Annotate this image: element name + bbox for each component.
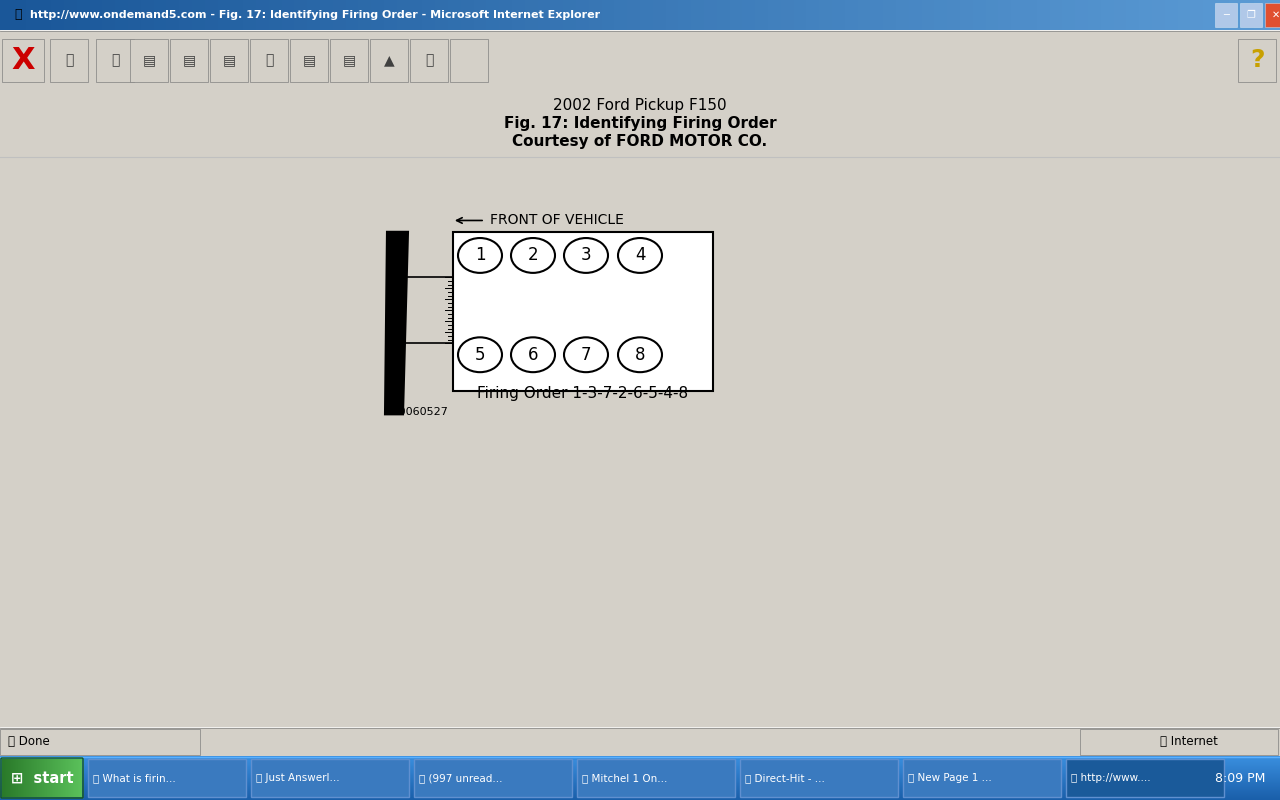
Text: ─: ─ xyxy=(1224,10,1229,20)
Bar xyxy=(210,38,248,82)
Bar xyxy=(1215,3,1236,26)
Bar xyxy=(96,38,134,82)
Text: G00060527: G00060527 xyxy=(383,407,448,418)
Text: 🌐: 🌐 xyxy=(14,8,22,22)
Text: 5: 5 xyxy=(475,346,485,364)
Bar xyxy=(410,38,448,82)
Text: 🌐 Done: 🌐 Done xyxy=(8,734,50,748)
Text: 🌐 Just Answerl...: 🌐 Just Answerl... xyxy=(256,773,339,783)
Text: 🌐 What is firin...: 🌐 What is firin... xyxy=(93,773,175,783)
Circle shape xyxy=(511,238,556,273)
Text: 🌐 Mitchel 1 On...: 🌐 Mitchel 1 On... xyxy=(582,773,667,783)
Text: ⊞  start: ⊞ start xyxy=(10,770,73,786)
Text: 🌐 (997 unread...: 🌐 (997 unread... xyxy=(419,773,503,783)
Circle shape xyxy=(458,238,502,273)
Text: 🌐 Internet: 🌐 Internet xyxy=(1160,734,1217,748)
Text: 1: 1 xyxy=(475,246,485,265)
Text: 6: 6 xyxy=(527,346,539,364)
Bar xyxy=(50,38,88,82)
Text: ▲: ▲ xyxy=(384,54,394,67)
Circle shape xyxy=(458,338,502,372)
Text: ❐: ❐ xyxy=(1247,10,1256,20)
Text: 2002 Ford Pickup F150: 2002 Ford Pickup F150 xyxy=(553,98,727,113)
FancyBboxPatch shape xyxy=(413,759,572,797)
Text: 🔍: 🔍 xyxy=(265,54,273,67)
Text: ▤: ▤ xyxy=(183,54,196,67)
Bar xyxy=(453,232,713,390)
Text: 🖨: 🖨 xyxy=(425,54,433,67)
Bar xyxy=(1238,38,1276,82)
Text: ▤: ▤ xyxy=(223,54,236,67)
Bar xyxy=(1080,730,1277,755)
Text: FRONT OF VEHICLE: FRONT OF VEHICLE xyxy=(490,214,623,227)
Bar xyxy=(131,38,168,82)
Circle shape xyxy=(618,238,662,273)
FancyBboxPatch shape xyxy=(902,759,1061,797)
Text: 🌐 New Page 1 ...: 🌐 New Page 1 ... xyxy=(908,773,992,783)
Bar xyxy=(0,730,200,755)
Text: 🔍: 🔍 xyxy=(111,54,119,67)
Text: 3: 3 xyxy=(581,246,591,265)
Text: ✕: ✕ xyxy=(1272,10,1280,20)
Bar xyxy=(330,38,369,82)
Bar xyxy=(291,38,328,82)
Text: 2: 2 xyxy=(527,246,539,265)
Bar xyxy=(1240,3,1262,26)
Bar xyxy=(451,38,488,82)
Text: X: X xyxy=(12,46,35,75)
FancyBboxPatch shape xyxy=(740,759,899,797)
Text: ▤: ▤ xyxy=(142,54,156,67)
Bar xyxy=(1265,3,1280,26)
Bar xyxy=(3,38,44,82)
Bar xyxy=(370,38,408,82)
Text: 8:09 PM: 8:09 PM xyxy=(1215,771,1265,785)
FancyBboxPatch shape xyxy=(1066,759,1224,797)
Text: 4: 4 xyxy=(635,246,645,265)
Circle shape xyxy=(564,338,608,372)
Text: 🌐 Direct-Hit - ...: 🌐 Direct-Hit - ... xyxy=(745,773,824,783)
Text: Firing Order 1-3-7-2-6-5-4-8: Firing Order 1-3-7-2-6-5-4-8 xyxy=(477,386,689,401)
Bar xyxy=(250,38,288,82)
Text: Fig. 17: Identifying Firing Order: Fig. 17: Identifying Firing Order xyxy=(504,115,776,130)
Circle shape xyxy=(618,338,662,372)
Bar xyxy=(170,38,207,82)
FancyBboxPatch shape xyxy=(88,759,246,797)
Circle shape xyxy=(511,338,556,372)
Text: ▤: ▤ xyxy=(302,54,316,67)
Text: http://www.ondemand5.com - Fig. 17: Identifying Firing Order - Microsoft Interne: http://www.ondemand5.com - Fig. 17: Iden… xyxy=(29,10,600,20)
Text: 🌐 http://www....: 🌐 http://www.... xyxy=(1071,773,1151,783)
Text: ▤: ▤ xyxy=(343,54,356,67)
FancyBboxPatch shape xyxy=(577,759,735,797)
Text: 7: 7 xyxy=(581,346,591,364)
Text: Courtesy of FORD MOTOR CO.: Courtesy of FORD MOTOR CO. xyxy=(512,134,768,150)
Text: 8: 8 xyxy=(635,346,645,364)
Polygon shape xyxy=(385,232,408,414)
Text: ?: ? xyxy=(1249,49,1265,73)
Circle shape xyxy=(564,238,608,273)
FancyBboxPatch shape xyxy=(251,759,410,797)
Text: 🔍: 🔍 xyxy=(65,54,73,67)
